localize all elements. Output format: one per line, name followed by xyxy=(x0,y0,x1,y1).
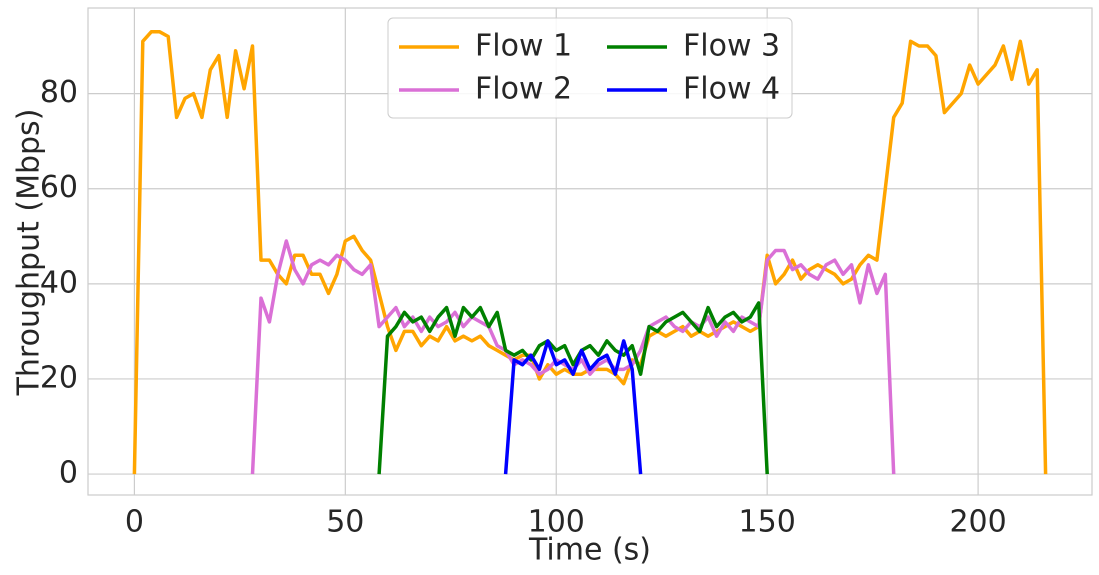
y-axis-label: Throughput (Mbps) xyxy=(12,109,47,397)
y-tick-label: 0 xyxy=(59,456,78,491)
x-tick-label: 100 xyxy=(528,505,585,540)
y-tick-label: 60 xyxy=(40,170,78,205)
y-tick-label: 40 xyxy=(40,265,78,300)
legend: Flow 1 Flow 2 Flow 3 Flow 4 xyxy=(387,17,793,119)
series-line xyxy=(503,339,643,475)
series-line xyxy=(377,301,769,475)
y-tick-label: 80 xyxy=(40,75,78,110)
x-axis-label: Time (s) xyxy=(528,533,651,568)
x-tick-label: 0 xyxy=(125,505,144,540)
x-tick-label: 50 xyxy=(326,505,364,540)
legend-label: Flow 3 xyxy=(683,29,780,64)
y-tick-label: 20 xyxy=(40,360,78,395)
x-tick-label: 200 xyxy=(949,505,1006,540)
x-tick-label: 150 xyxy=(739,505,796,540)
legend-label: Flow 2 xyxy=(475,72,572,107)
legend-box xyxy=(387,17,793,119)
legend-label: Flow 1 xyxy=(475,29,572,64)
legend-label: Flow 4 xyxy=(683,72,780,107)
